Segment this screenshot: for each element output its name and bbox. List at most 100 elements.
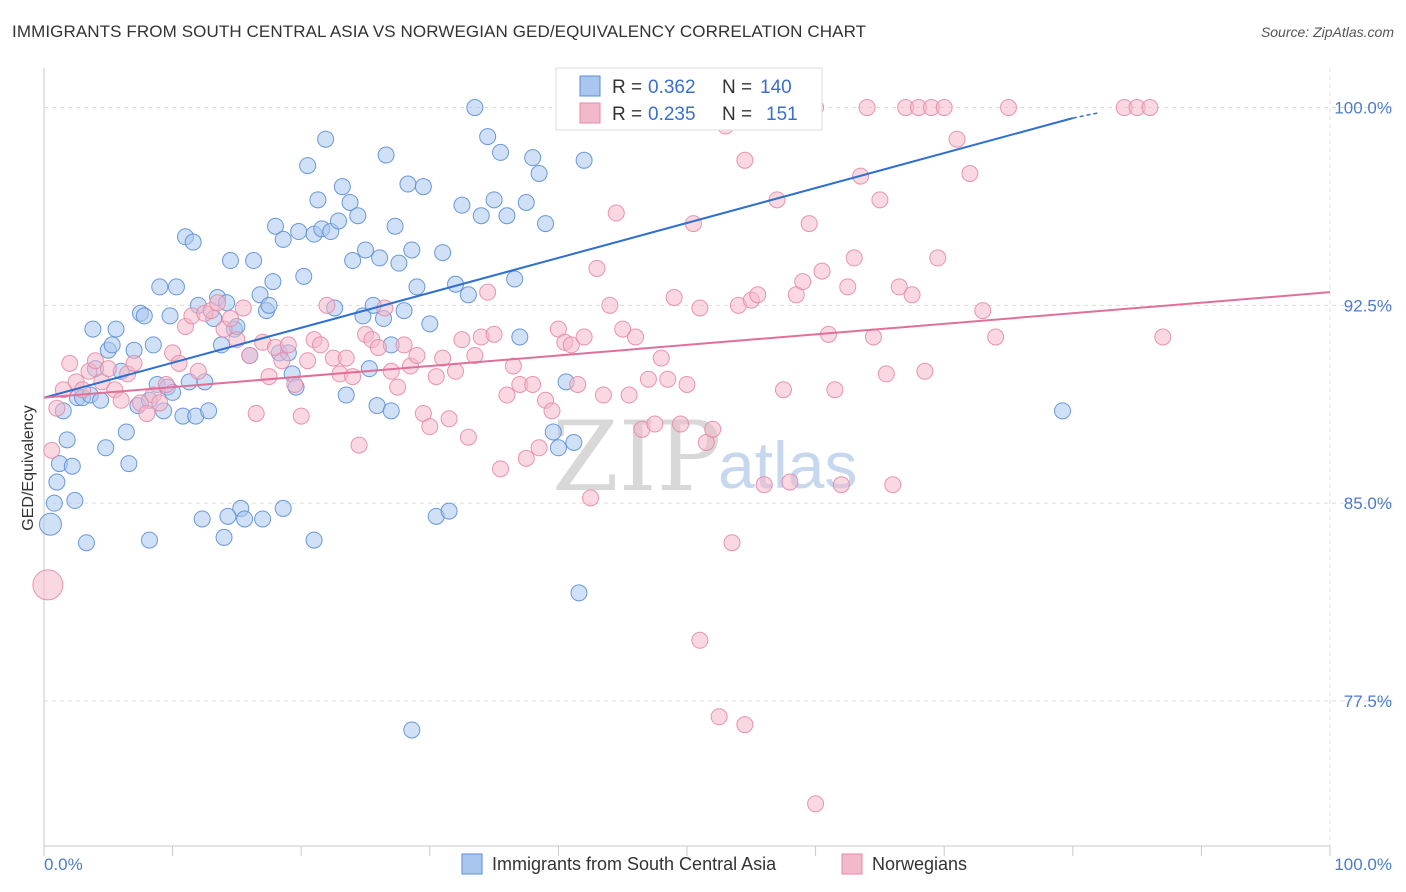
point-norwegians [813,262,831,280]
point-norwegians [627,328,645,346]
point-norwegians [485,325,503,343]
watermark-zip: ZIP [552,401,721,513]
point-norwegians [151,394,169,412]
trend-line-immigrants [43,117,1074,399]
point-immigrants [140,531,158,549]
x-tick-label-min: 0.0% [44,855,83,874]
point-norwegians [466,346,484,364]
point-immigrants [219,507,237,525]
point-immigrants [45,494,63,512]
legend-n-label-blue: N = [722,77,752,98]
point-norwegians [138,404,156,422]
point-norwegians [395,336,413,354]
point-norwegians [350,436,368,454]
point-immigrants [120,455,138,473]
point-immigrants [309,191,327,209]
bottom-legend-swatch-blue [461,853,483,875]
point-norwegians [864,328,882,346]
point-norwegians [903,286,921,304]
point-norwegians [408,346,426,364]
point-norwegians [871,191,889,209]
point-norwegians [858,99,876,117]
point-norwegians [884,476,902,494]
point-norwegians [286,375,304,393]
y-tick-label: 85.0% [1344,494,1392,513]
point-immigrants [368,397,386,415]
point-immigrants [524,149,542,167]
point-norwegians [588,259,606,277]
point-immigrants [549,439,567,457]
point-norwegians [749,286,767,304]
legend-swatch-blue [579,75,601,97]
point-immigrants [97,439,115,457]
point-norwegians [427,368,445,386]
point-immigrants [382,402,400,420]
bottom-legend-label-blue: Immigrants from South Central Asia [492,854,777,874]
point-norwegians [299,352,317,370]
point-immigrants [386,217,404,235]
point-immigrants [498,207,516,225]
point-norwegians [832,476,850,494]
point-immigrants [530,164,548,182]
point-immigrants [492,143,510,161]
chart-title: IMMIGRANTS FROM SOUTH CENTRAL ASIA VS NO… [12,22,867,41]
point-immigrants [517,194,535,212]
point-norwegians [948,130,966,148]
y-tick-labels: 77.5% 85.0% 92.5% 100.0% [1334,99,1392,711]
point-norwegians [594,386,612,404]
point-immigrants [295,267,313,285]
series-norwegians-points [32,99,1172,813]
point-norwegians [890,278,908,296]
series-legend: Immigrants from South Central Asia Norwe… [461,853,967,875]
point-immigrants [537,215,555,233]
point-immigrants [58,431,76,449]
point-immigrants [341,194,359,212]
point-norwegians [376,299,394,317]
point-immigrants [117,423,135,441]
point-norwegians [389,378,407,396]
point-norwegians [569,375,587,393]
point-immigrants [48,473,66,491]
point-norwegians [755,476,773,494]
point-norwegians [48,399,66,417]
point-immigrants [466,99,484,117]
point-immigrants [434,244,452,262]
point-immigrants [344,252,362,270]
point-norwegians [691,631,709,649]
point-immigrants [459,286,477,304]
point-norwegians [479,283,497,301]
point-norwegians [582,489,600,507]
point-norwegians [562,336,580,354]
point-immigrants [274,499,292,517]
point-immigrants [399,175,417,193]
point-immigrants [151,278,169,296]
point-immigrants [349,207,367,225]
point-norwegians [987,328,1005,346]
point-immigrants [77,534,95,552]
point-immigrants [360,360,378,378]
point-immigrants [1054,402,1072,420]
point-norwegians [517,449,535,467]
trend-lines [43,112,1331,399]
point-immigrants [63,457,81,475]
point-immigrants [236,510,254,528]
point-norwegians [498,386,516,404]
point-norwegians [524,375,542,393]
point-norwegians [337,349,355,367]
source-attribution: Source: ZipAtlas.com [1260,24,1394,40]
point-norwegians [234,299,252,317]
point-immigrants [193,510,211,528]
point-norwegians [723,534,741,552]
point-immigrants [395,302,413,320]
point-norwegians [447,362,465,380]
point-immigrants [440,502,458,520]
point-norwegians [241,346,259,364]
legend-r-value-blue: 0.362 [648,77,696,98]
point-immigrants [38,512,62,536]
point-norwegians [530,439,548,457]
point-norwegians [614,320,632,338]
point-immigrants [264,273,282,291]
y-axis-label: GED/Equivalency [20,405,37,530]
point-immigrants [390,254,408,272]
